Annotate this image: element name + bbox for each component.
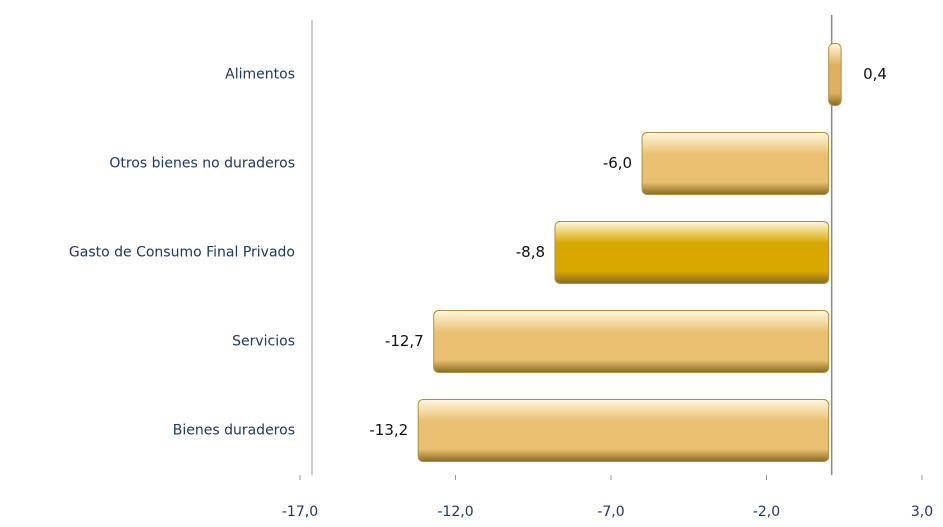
category-label: Otros bienes no duraderos (109, 156, 295, 172)
category-label: Gasto de Consumo Final Privado (69, 245, 295, 261)
bar (417, 399, 830, 462)
bar (828, 43, 842, 106)
x-tick-label: -7,0 (597, 504, 624, 520)
category-label: Servicios (232, 334, 295, 350)
x-tick-label: -17,0 (282, 504, 318, 520)
bar (554, 221, 830, 284)
x-tick-label: 3,0 (911, 504, 933, 520)
value-label: -8,8 (516, 243, 545, 261)
bar (641, 132, 830, 195)
value-label: -12,7 (385, 332, 424, 350)
bar (433, 310, 830, 373)
x-tick-label: -2,0 (753, 504, 780, 520)
category-label: Alimentos (225, 67, 295, 83)
x-tick-label: -12,0 (437, 504, 473, 520)
value-label: -6,0 (603, 154, 632, 172)
value-label: 0,4 (863, 65, 887, 83)
category-label: Bienes duraderos (173, 423, 295, 439)
value-label: -13,2 (369, 421, 408, 439)
